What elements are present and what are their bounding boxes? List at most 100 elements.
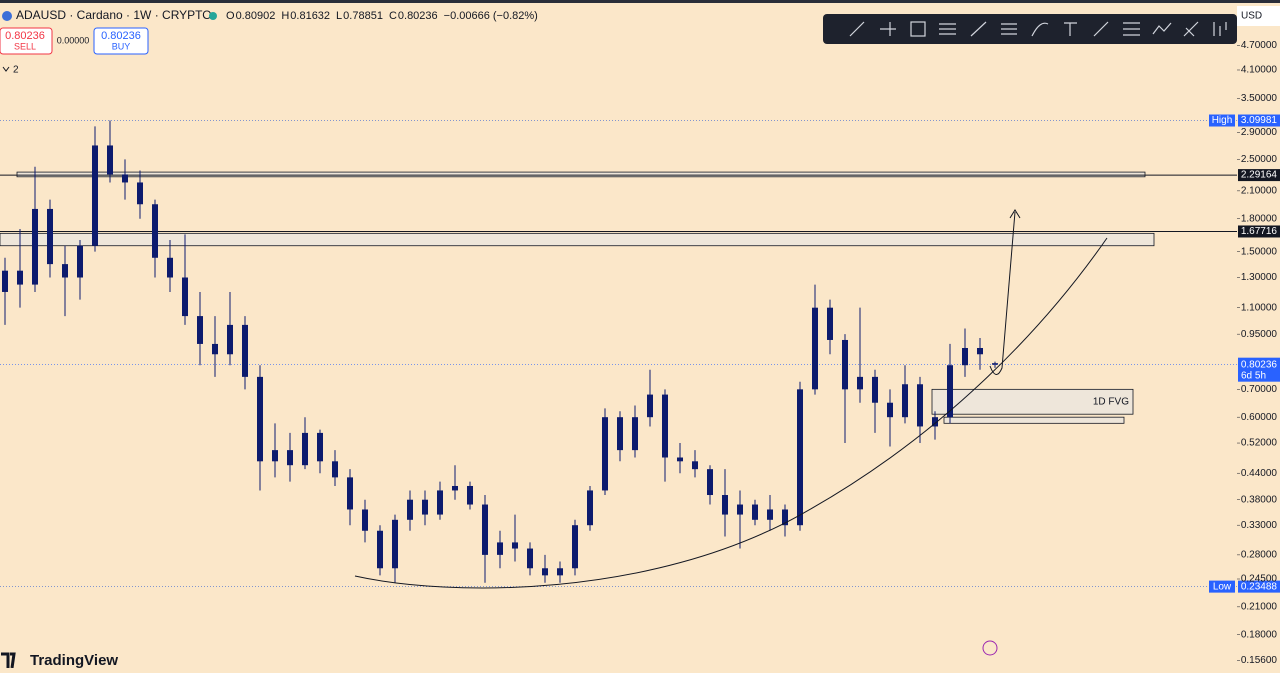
candle-body (722, 495, 728, 515)
candle-body (932, 417, 938, 427)
y-tick-label: 2.10000 (1241, 186, 1278, 197)
tool-channel[interactable] (1001, 23, 1017, 35)
candle-body (2, 270, 8, 292)
candle-body (407, 499, 413, 520)
candle-body (677, 457, 683, 462)
ohlc-label: H (281, 10, 289, 22)
symbol-icon (2, 11, 12, 21)
candle-body (62, 264, 68, 278)
candle-body (647, 394, 653, 418)
ohlc-value: 0.78851 (343, 10, 383, 22)
candle-body (422, 499, 428, 515)
y-tick-label: 0.95000 (1241, 329, 1278, 340)
y-tick-label: 1.50000 (1241, 246, 1278, 257)
price-badge-value: 3.09981 (1241, 115, 1278, 126)
candle-body (77, 245, 83, 278)
ohlc-label: O (226, 10, 235, 22)
candle-body (152, 204, 158, 258)
tool-fib[interactable] (939, 23, 956, 35)
tool-line[interactable] (970, 21, 987, 37)
event-icon[interactable] (982, 640, 998, 656)
sell-button[interactable] (0, 27, 53, 55)
countdown: 6d 5h (1241, 370, 1266, 381)
collapse-icon[interactable] (2, 66, 10, 72)
zone-label: 1D FVG (1093, 396, 1129, 407)
price-badge-value: 2.29164 (1241, 170, 1278, 181)
y-tick-label: 1.30000 (1241, 272, 1278, 283)
candle-body (167, 257, 173, 278)
zone (931, 388, 1134, 415)
candle-body (602, 417, 608, 491)
candle-body (362, 509, 368, 531)
candle-body (617, 417, 623, 451)
currency[interactable]: USD (1241, 11, 1262, 22)
candle-body (302, 432, 308, 466)
candle-body (767, 509, 773, 520)
ohlc-value: 0.80236 (398, 10, 438, 22)
y-tick-label: 0.44000 (1241, 468, 1278, 479)
projection-arrow (989, 209, 1021, 375)
tool-pencil[interactable] (1183, 21, 1199, 37)
candle-body (122, 174, 128, 183)
candle-body (212, 343, 218, 355)
brand: TradingView (30, 652, 118, 668)
ohlc-label: L (336, 10, 342, 22)
candle-body (512, 542, 518, 549)
tool-measure[interactable] (1093, 21, 1109, 37)
indicator-count[interactable]: 2 (13, 65, 19, 76)
y-tick-label: 4.70000 (1241, 40, 1278, 51)
top-bar (0, 0, 1280, 3)
candle-body (242, 324, 248, 377)
candle-body (662, 394, 668, 458)
tool-brush[interactable] (1031, 22, 1049, 37)
candle-body (752, 504, 758, 520)
logo-mark (1, 652, 16, 669)
candle-body (437, 490, 443, 515)
y-tick-label: 3.50000 (1241, 93, 1278, 104)
y-tick-label: 0.33000 (1241, 520, 1278, 531)
candle-body (812, 307, 818, 390)
candle-body (317, 432, 323, 462)
ohlc-value: 0.80902 (236, 10, 276, 22)
candle-body (467, 485, 473, 505)
price-badge (1238, 114, 1280, 127)
y-tick-label: 0.70000 (1241, 384, 1278, 395)
y-tick-label: 0.60000 (1241, 412, 1278, 423)
tool-trendline[interactable] (849, 21, 865, 37)
tool-menu[interactable] (1123, 22, 1140, 36)
buy-button[interactable] (93, 27, 149, 55)
y-tick-label: 1.10000 (1241, 302, 1278, 313)
symbol[interactable]: ADAUSD · Cardano · 1W · CRYPTO (16, 8, 212, 22)
tool-rect[interactable] (910, 21, 926, 37)
price-badge (1238, 225, 1280, 238)
candle-body (287, 450, 293, 466)
price-badge (1238, 169, 1280, 182)
candle-body (47, 208, 53, 265)
trend-curve (354, 237, 1108, 589)
y-tick-label: 0.24500 (1241, 574, 1278, 585)
current-price: 0.80236 (1241, 359, 1278, 370)
candle-body (257, 376, 263, 462)
ohlc-value: 0.81632 (290, 10, 330, 22)
tool-pattern[interactable] (1152, 22, 1172, 35)
candle-body (857, 376, 863, 390)
toolbar-icons (849, 21, 1227, 37)
tool-text[interactable] (1064, 22, 1077, 36)
tool-ray[interactable] (880, 22, 896, 36)
currency-box[interactable] (1237, 6, 1280, 26)
candle-body (797, 389, 803, 526)
candle-body (182, 277, 188, 317)
tool-more[interactable] (1213, 22, 1227, 36)
y-tick-label: 2.50000 (1241, 154, 1278, 165)
candle-body (497, 542, 503, 555)
candle-body (542, 568, 548, 576)
y-tick-label: 0.15600 (1241, 655, 1278, 666)
plot: 1D FVG 3.09981 High 2.29164 1.67716 0.23488 Lo… (0, 40, 1280, 666)
candle-body (557, 568, 563, 576)
candle-body (887, 402, 893, 418)
candle-body (17, 270, 23, 285)
candle-body (737, 504, 743, 515)
candle-body (947, 365, 953, 418)
candle-body (452, 485, 458, 491)
